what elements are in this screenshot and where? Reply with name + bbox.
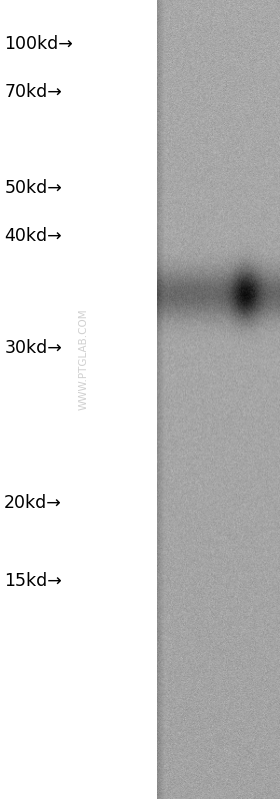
Text: WWW.PTGLAB.COM: WWW.PTGLAB.COM [79,308,89,411]
Text: 30kd→: 30kd→ [4,339,62,356]
Text: 70kd→: 70kd→ [4,83,62,101]
Text: 100kd→: 100kd→ [4,35,73,53]
Text: 20kd→: 20kd→ [4,495,62,512]
Text: 50kd→: 50kd→ [4,179,62,197]
Text: 40kd→: 40kd→ [4,227,62,244]
Text: 15kd→: 15kd→ [4,572,62,590]
